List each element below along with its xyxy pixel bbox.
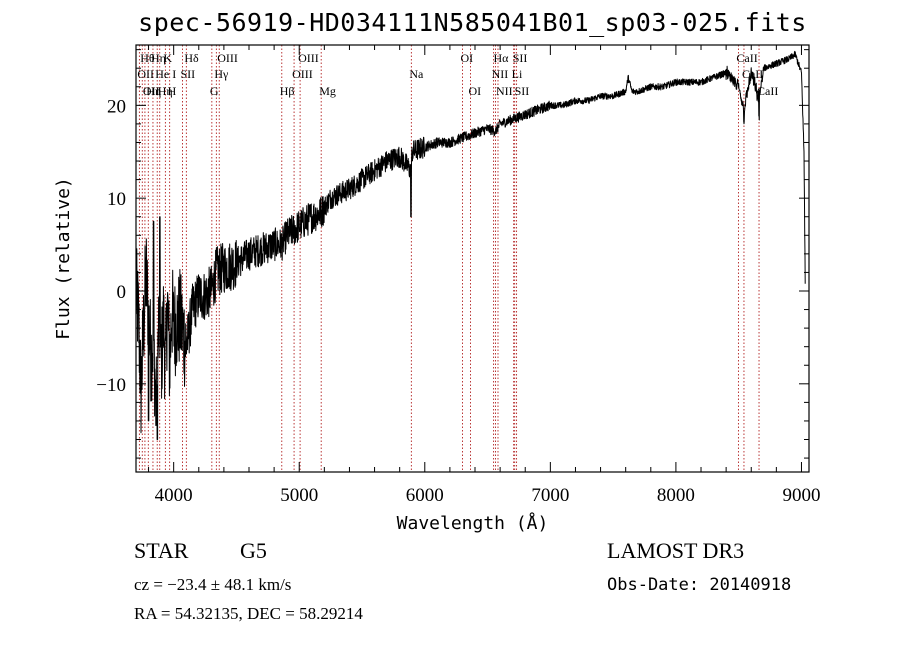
- line-marker-label: CaII: [742, 67, 763, 81]
- object-subclass: G5: [240, 538, 267, 563]
- line-marker-label: Hθ: [140, 51, 155, 65]
- redshift-line: cz = −23.4 ± 48.1 km/s: [134, 575, 292, 594]
- x-axis-label: Wavelength (Å): [397, 512, 549, 534]
- survey-name: LAMOST DR3: [607, 538, 745, 563]
- line-marker-label: Mg: [319, 84, 336, 98]
- spectrum-layer: [135, 50, 806, 440]
- line-marker-label: Li: [512, 67, 523, 81]
- x-tick-label: 6000: [406, 485, 444, 506]
- line-marker-label: H: [168, 84, 177, 98]
- x-tick-label: 7000: [531, 485, 569, 506]
- line-marker-label: OIII: [298, 51, 319, 65]
- x-tick-label: 8000: [657, 485, 695, 506]
- line-marker-label: OI: [460, 51, 473, 65]
- line-marker-label: Hβ: [280, 84, 295, 98]
- x-tick-label: 9000: [782, 485, 820, 506]
- line-marker-label: OII: [137, 67, 154, 81]
- line-marker-label: Hγ: [214, 67, 229, 81]
- y-tick-label: −10: [96, 375, 126, 396]
- y-tick-label: 0: [117, 282, 127, 303]
- line-marker-label: Hδ: [184, 51, 199, 65]
- x-tick-label: 5000: [280, 485, 318, 506]
- axes-layer: 4000 5000 6000 7000 8000 9000 −10 0 10 20 Waveleng…: [53, 44, 820, 534]
- chart-title: spec-56919-HD034111N585041B01_sp03-025.f…: [138, 8, 807, 37]
- line-marker-label: SII: [515, 84, 530, 98]
- y-tick-label: 20: [107, 96, 126, 117]
- line-marker-label: G: [210, 84, 219, 98]
- line-marker-label: NII: [496, 84, 513, 98]
- line-marker-label: Hη: [146, 84, 161, 98]
- ra-dec: RA = 54.32135, DEC = 58.29214: [134, 604, 363, 623]
- line-marker-label: NII: [492, 67, 509, 81]
- line-marker-label: OIII: [217, 51, 238, 65]
- line-marker-label: He I: [155, 67, 176, 81]
- line-marker-label: SII: [513, 51, 528, 65]
- line-marker-label: Hη: [158, 84, 173, 98]
- line-marker-label: Na: [409, 67, 424, 81]
- object-class: STAR: [134, 538, 189, 563]
- plot-frame: [135, 44, 810, 473]
- obs-date: Obs-Date: 20140918: [607, 575, 792, 595]
- y-axis-label: Flux (relative): [53, 177, 74, 340]
- line-marker-label: SII: [180, 67, 195, 81]
- line-marker-label: OI: [468, 84, 481, 98]
- line-marker-label: CaII: [757, 84, 778, 98]
- line-marker-label: Hη: [151, 51, 166, 65]
- line-marker-label: OIII: [292, 67, 313, 81]
- line-marker-label: Hα: [493, 51, 509, 65]
- line-marker-label: OII: [143, 84, 160, 98]
- spectrum-line: [135, 50, 806, 440]
- x-tick-label: 4000: [155, 485, 193, 506]
- line-marker-label: K: [163, 51, 172, 65]
- y-tick-label: 10: [107, 189, 126, 210]
- line-marker-label: CaII: [736, 51, 757, 65]
